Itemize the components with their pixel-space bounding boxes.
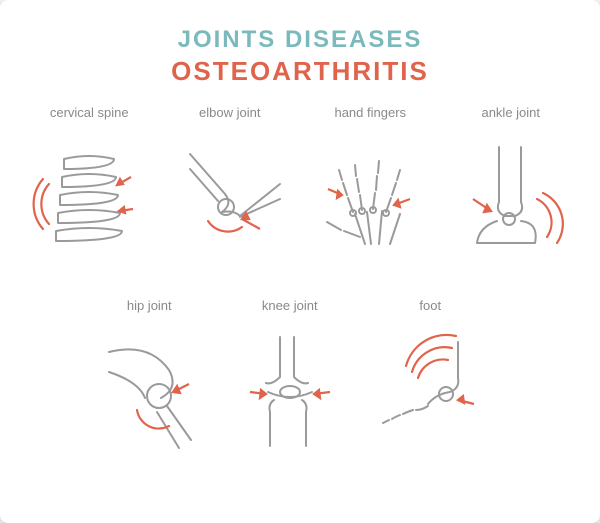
knee-joint-icon: [230, 322, 350, 462]
infographic-card: JOINTS DISEASES OSTEOARTHRITIS cervical …: [0, 0, 600, 523]
label-hand-fingers: hand fingers: [334, 105, 406, 121]
label-elbow-joint: elbow joint: [199, 105, 260, 121]
cell-hip-joint: hip joint: [82, 298, 217, 485]
foot-icon: [370, 322, 490, 462]
title-block: JOINTS DISEASES OSTEOARTHRITIS: [22, 26, 578, 87]
ankle-joint-icon: [451, 129, 571, 269]
label-knee-joint: knee joint: [262, 298, 318, 314]
cell-ankle-joint: ankle joint: [444, 105, 579, 292]
title-line-1: JOINTS DISEASES: [22, 26, 578, 54]
cell-cervical-spine: cervical spine: [22, 105, 157, 292]
hand-fingers-icon: [310, 129, 430, 269]
cervical-spine-icon: [29, 129, 149, 269]
hip-joint-icon: [89, 322, 209, 462]
cell-hand-fingers: hand fingers: [303, 105, 438, 292]
cell-foot: foot: [363, 298, 498, 485]
cell-elbow-joint: elbow joint: [163, 105, 298, 292]
label-foot: foot: [419, 298, 441, 314]
title-line-2: OSTEOARTHRITIS: [22, 56, 578, 87]
elbow-joint-icon: [170, 129, 290, 269]
joints-grid-top: cervical spine elbow joint: [22, 105, 578, 485]
label-hip-joint: hip joint: [127, 298, 172, 314]
label-ankle-joint: ankle joint: [481, 105, 540, 121]
label-cervical-spine: cervical spine: [50, 105, 129, 121]
cell-knee-joint: knee joint: [223, 298, 358, 485]
